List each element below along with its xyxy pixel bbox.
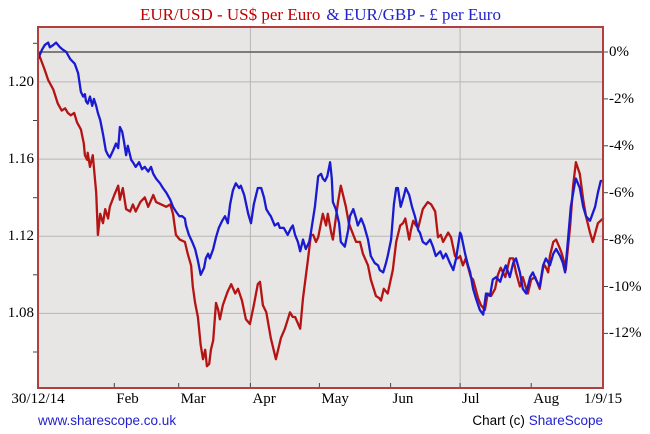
right-axis-label: -12% bbox=[609, 325, 642, 342]
right-axis-label: 0% bbox=[609, 44, 629, 60]
chart-credit-prefix: Chart (c) bbox=[472, 413, 529, 428]
chart-title-eurgbp: & EUR/GBP - £ per Euro bbox=[326, 5, 501, 24]
x-axis-label-start: 30/12/14 bbox=[11, 391, 65, 407]
right-axis-label: -2% bbox=[609, 90, 634, 107]
chart-title-eurusd: EUR/USD - US$ per Euro bbox=[140, 5, 321, 24]
sharescope-brand-link[interactable]: ShareScope bbox=[528, 413, 603, 428]
x-axis-label-aug: Aug bbox=[533, 391, 560, 407]
right-axis-label: -6% bbox=[609, 184, 634, 201]
right-axis-label: -4% bbox=[609, 137, 634, 154]
left-axis-label: 1.16 bbox=[7, 151, 34, 168]
x-axis-label-end: 1/9/15 bbox=[583, 391, 623, 407]
x-axis-label-jul: Jul bbox=[462, 391, 480, 407]
plot-border bbox=[37, 26, 604, 389]
x-axis-label-may: May bbox=[321, 391, 349, 407]
sharescope-url-link[interactable]: www.sharescope.co.uk bbox=[38, 413, 177, 428]
x-axis-label-apr: Apr bbox=[252, 391, 276, 407]
x-axis-label-feb: Feb bbox=[116, 391, 139, 407]
plot-background bbox=[38, 27, 603, 388]
left-axis-label: 1.08 bbox=[7, 305, 34, 322]
x-axis-label-jun: Jun bbox=[392, 391, 414, 407]
series-eurgbp-line bbox=[36, 41, 605, 316]
right-axis-label: -8% bbox=[609, 231, 634, 248]
chart-title: EUR/USD - US$ per Euro & EUR/GBP - £ per … bbox=[38, 5, 603, 25]
x-axis-label-mar: Mar bbox=[180, 391, 206, 407]
left-axis-label: 1.12 bbox=[7, 228, 34, 245]
left-axis-label: 1.20 bbox=[7, 73, 34, 90]
series-eurusd-line bbox=[36, 50, 605, 368]
chart-credit: Chart (c) ShareScope bbox=[472, 412, 603, 429]
right-axis-label: -10% bbox=[609, 278, 642, 295]
